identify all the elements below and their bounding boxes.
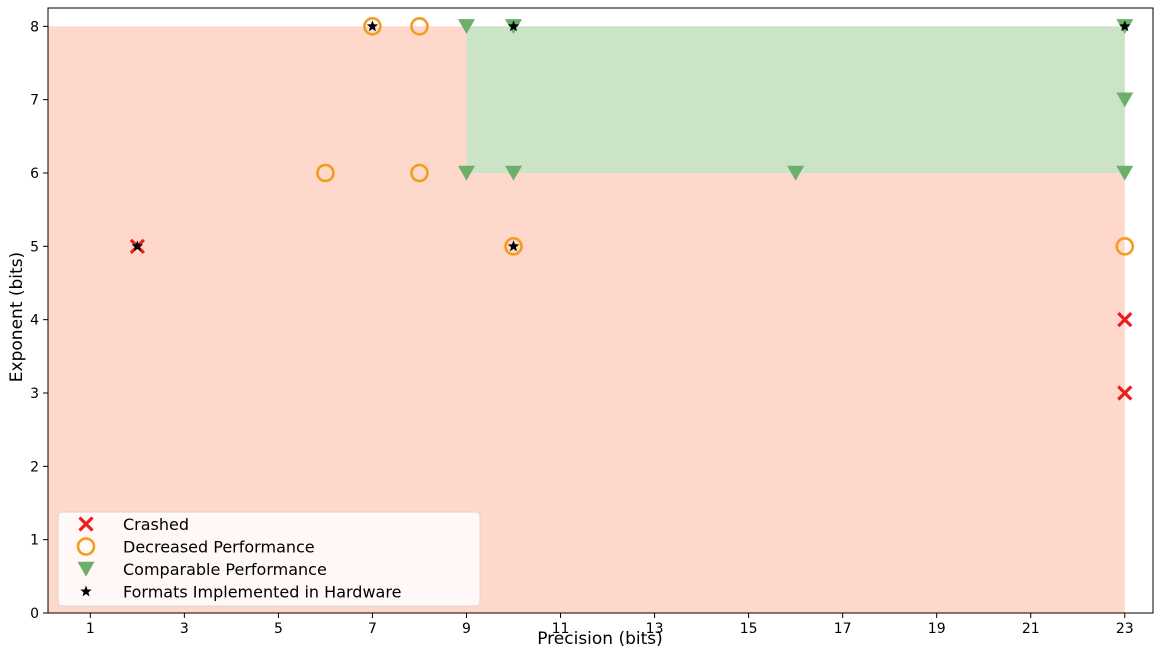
y-tick-label: 2 — [30, 459, 39, 475]
legend-label-decreased-performance: Decreased Performance — [123, 538, 315, 557]
x-tick-label: 15 — [740, 621, 758, 637]
comparable-performance-point — [787, 165, 805, 181]
legend-label-crashed: Crashed — [123, 515, 189, 534]
y-tick-label: 3 — [30, 386, 39, 402]
y-tick-label: 4 — [30, 313, 39, 329]
decreased-performance-point — [410, 17, 429, 36]
x-axis-label: Precision (bits) — [537, 629, 663, 649]
decreased-performance-point — [504, 237, 523, 256]
decreased-performance-point — [363, 17, 382, 36]
decreased-performance-point — [1115, 237, 1135, 256]
x-tick-label: 19 — [928, 621, 946, 637]
legend-marker-crashed — [78, 516, 94, 532]
x-tick-label: 21 — [1022, 621, 1040, 637]
y-tick-label: 5 — [30, 239, 39, 255]
legend-marker-formats-implemented-in-hardware — [80, 585, 92, 597]
formats-implemented-in-hardware-point — [131, 240, 144, 252]
crashed-point — [1117, 312, 1133, 328]
data-points — [129, 17, 1135, 401]
crashed-point — [1117, 385, 1133, 401]
x-tick-label: 11 — [552, 621, 570, 637]
comparable-region — [466, 26, 1125, 174]
x-tick-label: 23 — [1116, 621, 1134, 637]
formats-implemented-in-hardware-point — [507, 240, 520, 252]
y-tick-label: 6 — [30, 166, 39, 182]
x-tick-label: 5 — [274, 621, 283, 637]
comparable-performance-point — [457, 19, 475, 34]
x-tick-label: 3 — [180, 621, 189, 637]
plot-frame — [47, 7, 1154, 614]
comparable-performance-point — [1116, 165, 1134, 181]
legend-marker-decreased-performance — [76, 537, 96, 556]
x-tick-label: 7 — [368, 621, 377, 637]
legend-marker-comparable-performance — [77, 561, 95, 577]
comparable-performance-point — [457, 165, 475, 181]
y-tick-label: 7 — [30, 93, 39, 109]
formats-implemented-in-hardware-point — [507, 20, 520, 32]
y-tick-label: 0 — [30, 606, 39, 622]
legend-label-formats-implemented-in-hardware: Formats Implemented in Hardware — [123, 583, 401, 602]
legend-label-comparable-performance: Comparable Performance — [123, 560, 327, 579]
decreased-performance-point — [316, 163, 335, 183]
y-tick-label: 8 — [30, 19, 39, 35]
y-axis-ticks: 0 1 2 3 4 5 6 7 8 — [30, 19, 48, 622]
decreased-performance-point — [410, 163, 429, 183]
comparable-performance-point — [505, 165, 523, 181]
legend: Crashed Decreased Performance Comparable P… — [57, 511, 481, 607]
comparable-performance-point — [1116, 92, 1134, 108]
x-axis-ticks: 1 3 5 7 9 11 13 15 17 19 21 23 — [86, 613, 1134, 637]
x-tick-label: 9 — [462, 621, 471, 637]
x-tick-label: 17 — [834, 621, 852, 637]
x-tick-label: 1 — [86, 621, 95, 637]
legend-box — [57, 511, 481, 607]
x-tick-label: 13 — [646, 621, 664, 637]
formats-implemented-in-hardware-point — [366, 20, 379, 32]
y-tick-label: 1 — [30, 533, 39, 549]
formats-implemented-in-hardware-point — [1119, 20, 1131, 32]
y-axis-label: Exponent (bits) — [7, 252, 27, 382]
